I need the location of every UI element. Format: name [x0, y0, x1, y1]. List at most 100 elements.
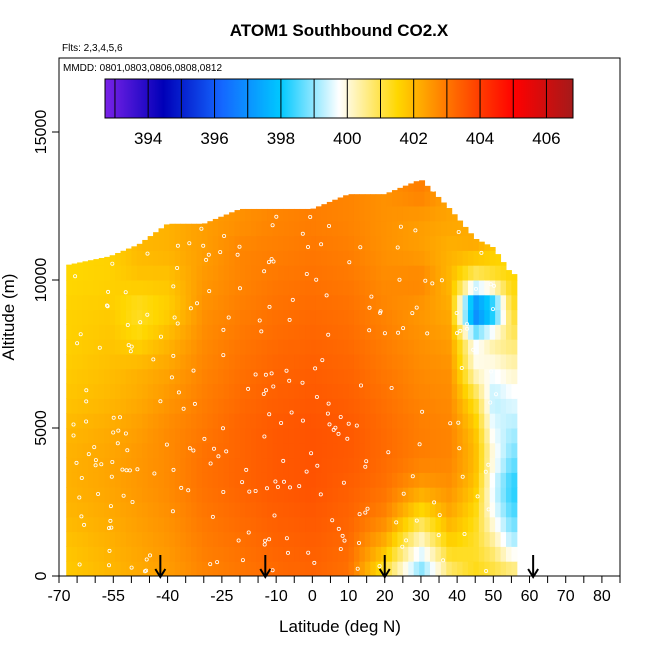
heatmap-cell: [310, 472, 317, 488]
heatmap-cell: [343, 413, 350, 429]
heatmap-cell: [261, 502, 268, 518]
heatmap-cell: [125, 250, 132, 266]
heatmap-cell: [381, 428, 388, 444]
sample-point: [365, 506, 370, 511]
heatmap-cell: [283, 368, 290, 385]
heatmap-cell: [125, 516, 132, 533]
heatmap-cell: [256, 339, 263, 355]
heatmap-cell: [315, 398, 322, 414]
heatmap-cell: [201, 383, 208, 399]
heatmap-cell: [364, 383, 371, 399]
heatmap-cell: [153, 442, 160, 459]
heatmap-cell: [305, 354, 312, 370]
heatmap-cell: [419, 442, 426, 459]
heatmap-cell: [424, 191, 431, 207]
heatmap-cell: [98, 516, 105, 533]
heatmap-cell: [229, 309, 236, 325]
heatmap-cell: [381, 383, 388, 399]
heatmap-cell: [109, 339, 116, 355]
x-tick-label: 40: [448, 588, 466, 605]
heatmap-cell: [239, 531, 246, 547]
heatmap-cell: [239, 220, 246, 237]
heatmap-cell: [424, 368, 431, 385]
heatmap-cell: [397, 442, 404, 459]
heatmap-cell: [158, 413, 165, 429]
sample-point: [109, 525, 114, 530]
heatmap-cell: [386, 250, 393, 266]
heatmap-cell: [489, 383, 496, 399]
heatmap-cell: [234, 354, 241, 370]
heatmap-cell: [505, 442, 512, 459]
heatmap-cell: [446, 324, 453, 340]
heatmap-cell: [196, 428, 203, 444]
sample-point: [456, 229, 461, 234]
heatmap-cell: [250, 457, 257, 473]
heatmap-cell: [185, 265, 192, 281]
heatmap-cell: [495, 531, 502, 547]
heatmap-cell: [467, 294, 474, 311]
heatmap-cell: [424, 428, 431, 444]
heatmap-cell: [71, 383, 78, 399]
heatmap-cell: [484, 472, 491, 488]
heatmap-cell: [250, 208, 257, 222]
heatmap-cell: [310, 398, 317, 414]
heatmap-cell: [109, 324, 116, 340]
heatmap-cell: [180, 457, 187, 473]
heatmap-cell: [261, 280, 268, 296]
heatmap-cell: [419, 428, 426, 444]
heatmap-cell: [419, 191, 426, 207]
sample-point: [253, 488, 258, 493]
heatmap-cell: [229, 516, 236, 533]
heatmap-cell: [115, 457, 122, 473]
heatmap-cell: [370, 339, 377, 355]
heatmap-cell: [315, 472, 322, 488]
heatmap-cell: [277, 516, 284, 533]
heatmap-cell: [348, 368, 355, 385]
sample-point: [145, 312, 150, 317]
heatmap-cell: [245, 472, 252, 488]
heatmap-cell: [77, 442, 84, 459]
heatmap-cell: [180, 223, 187, 237]
heatmap-cell: [305, 339, 312, 355]
heatmap-cell: [185, 516, 192, 533]
heatmap-cell: [321, 324, 328, 340]
heatmap-cell: [207, 546, 214, 562]
sample-point: [336, 526, 341, 531]
heatmap-cell: [147, 398, 154, 414]
heatmap-cell: [489, 265, 496, 281]
sample-point: [110, 261, 115, 266]
heatmap-cell: [419, 457, 426, 473]
heatmap-cell: [256, 502, 263, 518]
heatmap-cell: [375, 368, 382, 385]
heatmap-cell: [267, 265, 274, 281]
heatmap-cell: [440, 502, 447, 518]
heatmap-cell: [71, 280, 78, 296]
heatmap-cell: [256, 457, 263, 473]
heatmap-cell: [256, 208, 263, 222]
heatmap-cell: [77, 324, 84, 340]
sample-point: [456, 420, 461, 425]
heatmap-cell: [191, 457, 198, 473]
heatmap-cell: [489, 487, 496, 503]
colorbar-gradient: [104, 78, 574, 119]
heatmap-cell: [147, 531, 154, 547]
heatmap-cell: [272, 398, 279, 414]
heatmap-cell: [272, 413, 279, 429]
heatmap-cell: [321, 428, 328, 444]
sample-point: [206, 252, 211, 257]
heatmap-cell: [115, 383, 122, 399]
heatmap-cell: [180, 383, 187, 399]
heatmap-cell: [500, 262, 507, 266]
heatmap-cell: [191, 324, 198, 340]
heatmap-cell: [321, 413, 328, 429]
sample-point: [394, 520, 399, 525]
heatmap-cell: [196, 250, 203, 266]
heatmap-cell: [462, 428, 469, 444]
heatmap-cell: [310, 235, 317, 251]
heatmap-cell: [115, 280, 122, 296]
heatmap-cell: [364, 442, 371, 459]
sample-point: [401, 326, 406, 331]
heatmap-cell: [353, 194, 360, 207]
heatmap-cell: [353, 516, 360, 533]
heatmap-cell: [424, 265, 431, 281]
